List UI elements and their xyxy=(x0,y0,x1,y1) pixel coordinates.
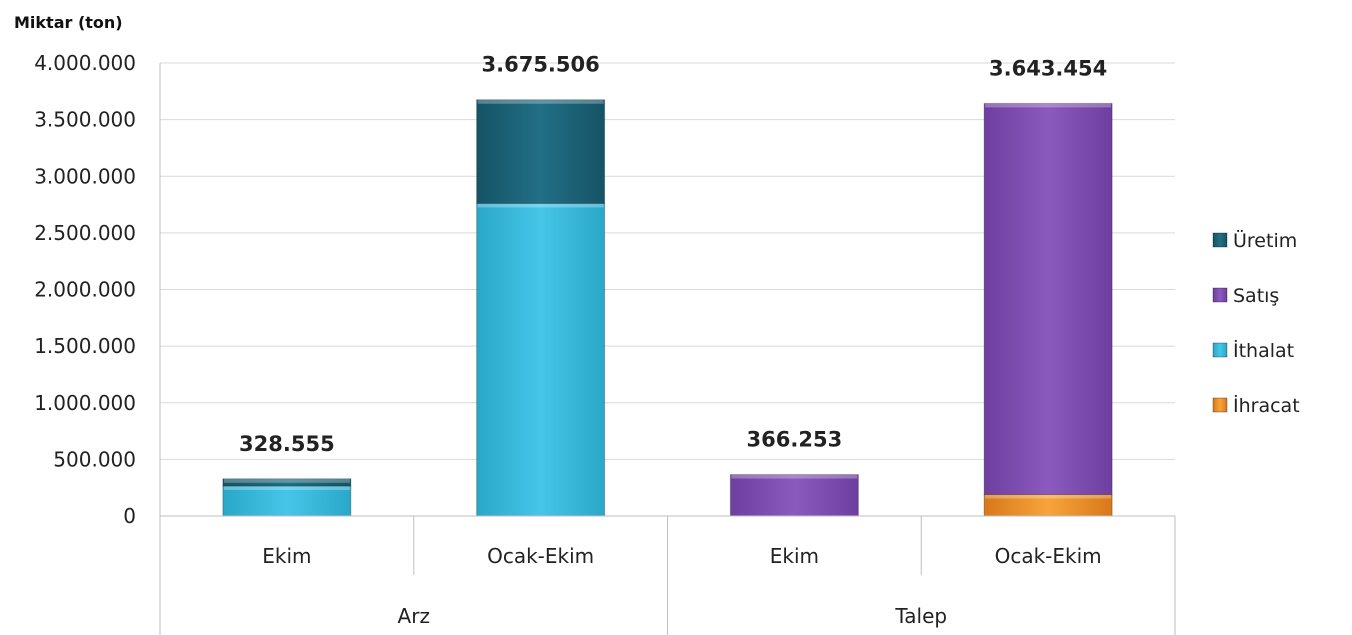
bar-segment-ithalat xyxy=(222,485,352,517)
y-tick-label: 2.000.000 xyxy=(34,278,136,302)
bar-bevel xyxy=(985,494,1112,499)
group-label: Talep xyxy=(894,604,947,628)
total-label: 366.253 xyxy=(747,428,843,452)
gridlines xyxy=(160,62,1175,460)
y-tick-label: 3.000.000 xyxy=(34,164,136,188)
legend-item-ihracat: İhracat xyxy=(1212,394,1300,417)
legend-label: Satış xyxy=(1233,285,1279,307)
legend-item-satis: Satış xyxy=(1212,285,1279,307)
legend-label: İthalat xyxy=(1233,339,1294,362)
legend: Üretim Satış İthalat İhracat xyxy=(1212,229,1300,417)
bar-segment-ithalat xyxy=(476,202,606,517)
legend-swatch xyxy=(1212,287,1228,303)
legend-item-uretim: Üretim xyxy=(1212,229,1297,252)
legend-swatch xyxy=(1212,342,1228,358)
total-label: 3.675.506 xyxy=(482,53,600,77)
legend-swatch xyxy=(1212,232,1228,248)
bar-bevel xyxy=(223,485,350,490)
y-tick-label: 2.500.000 xyxy=(34,221,136,245)
bars xyxy=(222,99,1113,517)
bar-bevel xyxy=(223,478,350,483)
legend-swatch xyxy=(1212,397,1228,413)
bar-bevel xyxy=(731,474,858,479)
legend-item-ithalat: İthalat xyxy=(1212,339,1294,362)
bar-bevel xyxy=(985,103,1112,108)
bar-bevel xyxy=(477,203,604,208)
category-label: Ocak-Ekim xyxy=(487,544,594,568)
y-tick-label: 1.000.000 xyxy=(34,391,136,415)
y-tick-label: 0 xyxy=(123,504,136,528)
category-label: Ekim xyxy=(262,544,311,568)
total-labels: 328.555 3.675.506 366.253 3.643.454 xyxy=(239,53,1107,456)
legend-label: Üretim xyxy=(1233,229,1297,252)
y-axis-title: Miktar (ton) xyxy=(14,13,123,32)
bar-bevel xyxy=(477,99,604,104)
category-label: Ekim xyxy=(770,544,819,568)
category-label: Ocak-Ekim xyxy=(995,544,1102,568)
group-label: Arz xyxy=(398,604,430,628)
y-tick-label: 3.500.000 xyxy=(34,108,136,132)
bar-segment-uretim xyxy=(222,478,352,487)
bar-segment-satis xyxy=(983,102,1113,495)
bar-segment-satis xyxy=(729,474,859,517)
y-tick-label: 1.500.000 xyxy=(34,334,136,358)
y-tick-label: 4.000.000 xyxy=(34,51,136,75)
x-axis: Ekim Ocak-Ekim Ekim Ocak-Ekim Arz Talep xyxy=(159,63,1176,635)
total-label: 328.555 xyxy=(239,432,335,456)
y-tick-label: 500.000 xyxy=(53,447,136,471)
legend-label: İhracat xyxy=(1233,394,1300,417)
y-axis-ticks: 0 500.000 1.000.000 1.500.000 2.000.000 2.500… xyxy=(34,51,136,528)
bar-segment-uretim xyxy=(476,99,606,204)
total-label: 3.643.454 xyxy=(989,56,1107,80)
